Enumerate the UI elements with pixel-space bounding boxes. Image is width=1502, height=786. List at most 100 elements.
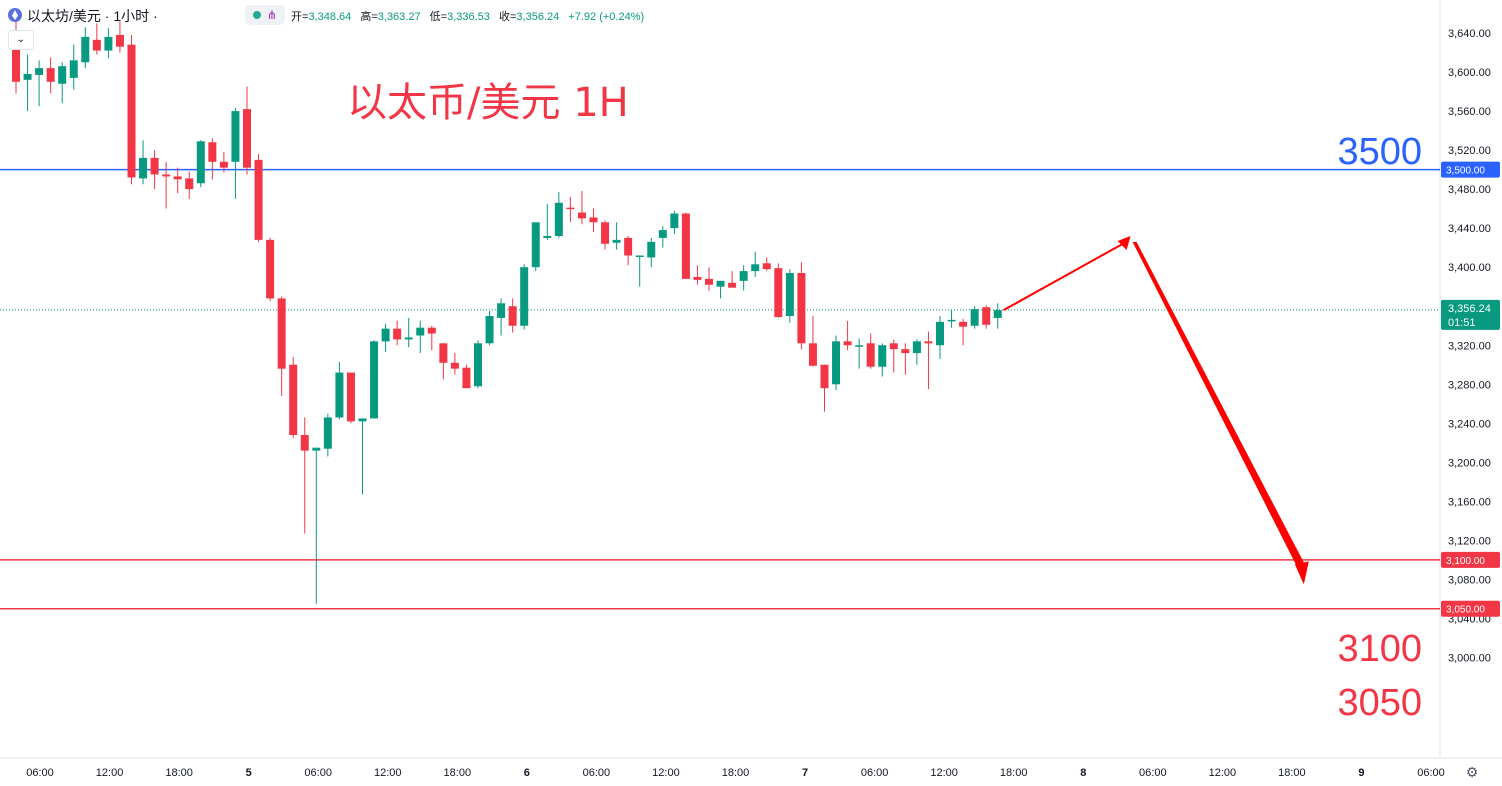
candle-body (231, 111, 240, 162)
candle-body (808, 343, 817, 366)
candle-body (393, 328, 402, 340)
candle-body (243, 109, 251, 168)
collapse-legend-button[interactable]: ⌄ (8, 30, 34, 50)
candle-body (866, 343, 875, 367)
candle-body (832, 341, 841, 385)
candle-body (208, 142, 217, 162)
candle-body (855, 345, 864, 347)
candle-body (439, 343, 448, 363)
time-tick-label: 6 (524, 767, 530, 779)
candle-body (601, 222, 610, 244)
candle-body (462, 367, 471, 389)
candle-body (508, 306, 517, 326)
candle-body (912, 341, 921, 354)
candle-body (104, 36, 113, 51)
time-tick-label: 12:00 (96, 767, 124, 779)
candle-body (289, 364, 298, 436)
share-icon[interactable]: ⋔ (267, 8, 278, 22)
candle-body (889, 343, 898, 350)
candle-body (450, 362, 459, 369)
candle-body (774, 268, 783, 317)
arrowhead-down (1294, 561, 1309, 585)
candle-body (843, 341, 852, 346)
candle-body (520, 267, 529, 326)
candle-body (196, 141, 205, 184)
time-tick-label: 06:00 (861, 767, 889, 779)
candle-body (670, 213, 679, 229)
candle-body (878, 345, 887, 367)
indicator-pill[interactable]: ⋔ (245, 5, 285, 25)
chart-header: 以太坊/美元 · 1小时 · ⋔ 开=3,348.64 高=3,363.27 低… (0, 0, 1440, 30)
candle-body (785, 273, 794, 316)
live-dot-icon (253, 11, 261, 19)
price-tick-label: 3,480.00 (1448, 184, 1491, 196)
price-axis: 3,000.003,040.003,080.003,120.003,160.00… (1448, 28, 1491, 665)
candle-body (554, 202, 563, 236)
candle-body (993, 310, 1002, 318)
candle-body (173, 176, 182, 180)
price-tick-label: 3,200.00 (1448, 457, 1491, 469)
time-tick-label: 12:00 (374, 767, 402, 779)
symbol-name[interactable]: 以太坊/美元 (27, 8, 101, 24)
candle-body (185, 178, 194, 190)
level-3500-annotation: 3500 (1337, 131, 1422, 173)
candle-body (346, 372, 355, 422)
candle-body (820, 364, 829, 389)
time-tick-label: 18:00 (1278, 767, 1306, 779)
settings-gear-icon[interactable]: ⚙ (1465, 764, 1479, 780)
close-value: 3,356.24 (516, 11, 560, 23)
level-price-tag (1441, 600, 1500, 617)
candle-body (543, 235, 552, 238)
candle-body (936, 321, 944, 346)
candle-body (266, 239, 275, 299)
candle-body (219, 161, 228, 168)
candle-body (139, 157, 148, 179)
price-tick-label: 3,400.00 (1448, 262, 1491, 274)
level-3100-annotation: 3100 (1337, 628, 1422, 670)
candle-body (335, 372, 344, 418)
level-price-tag (1441, 551, 1500, 568)
candle-body (23, 73, 32, 80)
high-value: 3,363.27 (377, 11, 421, 23)
candle-body (531, 222, 540, 268)
candle-body (312, 447, 321, 451)
candle-body (381, 328, 390, 342)
interval-label[interactable]: 1小时 (113, 8, 150, 24)
last-price-tag (1441, 299, 1500, 330)
price-tick-label: 3,600.00 (1448, 67, 1491, 79)
candle-body (647, 241, 656, 258)
candle-body (497, 303, 506, 318)
candle-body (901, 349, 910, 354)
candle-body (716, 280, 725, 287)
chevron-down-icon: ⌄ (16, 34, 26, 45)
time-tick-label: 18:00 (444, 767, 472, 779)
candle-body (46, 68, 55, 82)
candle-body (427, 327, 436, 334)
candle-body (485, 315, 494, 344)
time-axis: 06:00 12:00 18:00 5 06:00 12:00 18:00 6 06:00 12:… (26, 767, 1445, 779)
level-price-tag (1441, 161, 1500, 178)
arrowhead-up (1117, 235, 1131, 250)
candle-body (81, 36, 90, 63)
level-price-label: 3,100.00 (1446, 556, 1485, 567)
candle-body (69, 60, 78, 78)
symbol-title[interactable]: 以太坊/美元 · 1小时 · (27, 8, 158, 24)
candle-body (58, 66, 67, 84)
projection-up-arrow (1003, 243, 1124, 311)
price-tick-label: 3,000.00 (1448, 653, 1491, 665)
candle-body (358, 418, 367, 422)
candle-body (92, 39, 101, 51)
candle-body (589, 217, 598, 223)
candles-group (12, 21, 1002, 604)
candle-body (416, 327, 425, 336)
ethereum-icon (8, 8, 22, 22)
price-tick-label: 3,280.00 (1448, 379, 1491, 391)
time-tick-label: 7 (802, 767, 808, 779)
candle-body (728, 282, 737, 288)
candle-body (739, 271, 748, 281)
candle-body (115, 34, 124, 47)
time-tick-label: 18:00 (722, 767, 750, 779)
candle-body (959, 321, 968, 327)
candle-body (277, 298, 286, 369)
